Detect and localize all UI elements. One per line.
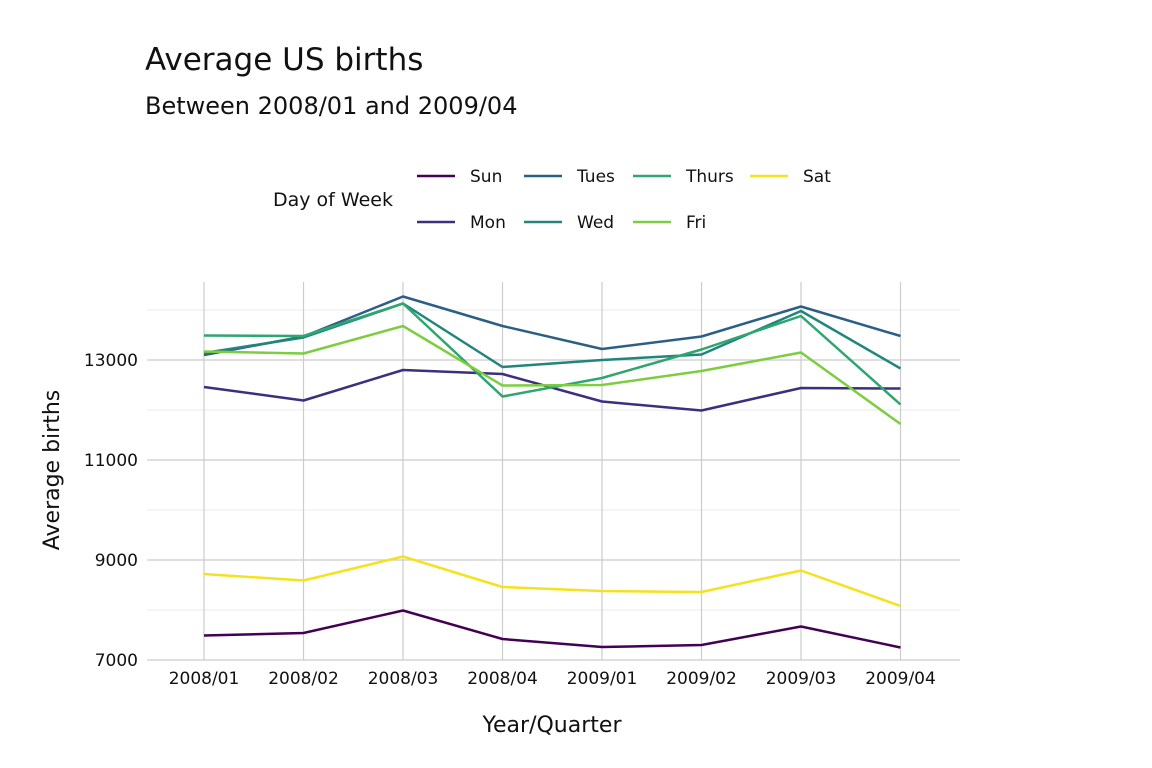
legend-label-sat: Sat — [803, 167, 831, 187]
y-tick-label: 7000 — [95, 651, 138, 671]
legend-label-fri: Fri — [686, 213, 706, 233]
x-tick-label: 2009/04 — [865, 669, 936, 689]
series-line-mon — [203, 368, 901, 412]
y-axis-ticks: 7000 9000 11000 13000 — [84, 351, 138, 671]
y-axis-title: Average births — [40, 390, 65, 551]
legend-label-mon: Mon — [470, 213, 506, 233]
x-tick-label: 2009/03 — [766, 669, 837, 689]
x-axis-ticks: 2008/01 2008/02 2008/03 2008/04 2009/01 2009/… — [169, 669, 936, 689]
legend-label-wed: Wed — [577, 213, 614, 233]
series-line-tues — [203, 295, 901, 357]
series-line-sun — [203, 609, 901, 649]
legend-label-thurs: Thurs — [685, 167, 734, 187]
chart-title: Average US births — [145, 42, 424, 78]
series-lines — [203, 295, 902, 649]
y-tick-label: 11000 — [84, 451, 138, 471]
grid-lines — [147, 282, 960, 661]
x-tick-label: 2008/02 — [268, 669, 339, 689]
x-axis-title: Year/Quarter — [482, 713, 623, 738]
series-line-sat — [203, 555, 901, 608]
legend-label-tues: Tues — [576, 167, 615, 187]
chart-subtitle: Between 2008/01 and 2009/04 — [145, 92, 518, 120]
x-tick-label: 2008/04 — [467, 669, 538, 689]
series-line-wed — [203, 302, 902, 370]
x-tick-label: 2009/02 — [666, 669, 737, 689]
legend-label-sun: Sun — [470, 167, 502, 187]
y-tick-label: 9000 — [95, 551, 138, 571]
x-tick-label: 2008/03 — [368, 669, 439, 689]
legend-title: Day of Week — [273, 189, 393, 211]
y-tick-label: 13000 — [84, 351, 138, 371]
legend: Day of Week Sun Mon Tues Wed Thurs Fri Sat — [273, 167, 831, 233]
series-line-thurs — [203, 302, 902, 406]
x-tick-label: 2008/01 — [169, 669, 240, 689]
series-line-fri — [203, 324, 902, 426]
x-tick-label: 2009/01 — [567, 669, 638, 689]
